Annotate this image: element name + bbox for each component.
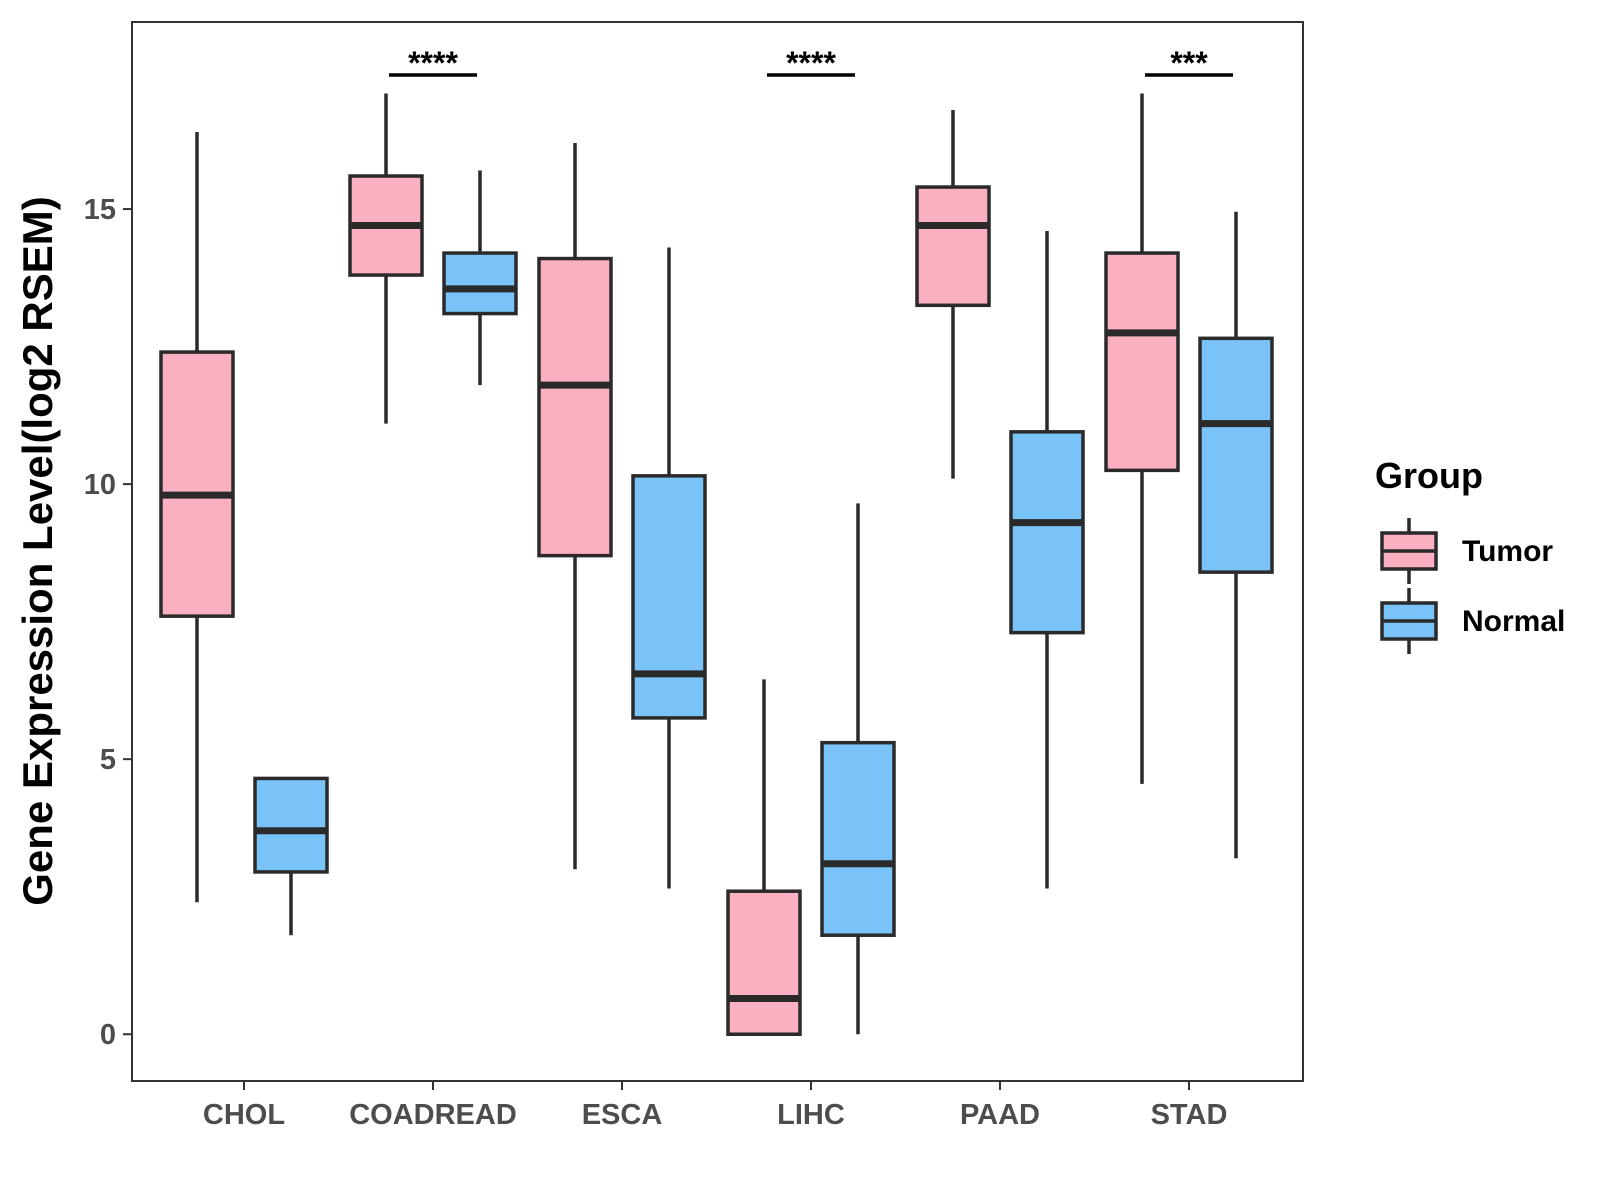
- y-tick-label: 0: [100, 1019, 116, 1051]
- box-coadread-tumor: [348, 93, 424, 424]
- legend-label: Tumor: [1462, 535, 1553, 568]
- x-tick-label: PAAD: [960, 1099, 1040, 1131]
- box-body: [253, 776, 329, 874]
- box-lihc-normal: [820, 503, 896, 1035]
- box-body: [159, 350, 235, 618]
- box-paad-normal: [1009, 231, 1085, 889]
- legend-entry-tumor: Tumor: [1380, 518, 1553, 584]
- significance-label: ***: [1170, 45, 1208, 81]
- box-body: [820, 740, 896, 937]
- legend: Group Tumor Normal: [1375, 455, 1565, 654]
- box-body: [537, 256, 613, 558]
- box-stad-normal: [1198, 211, 1274, 859]
- box-coadread-normal: [442, 170, 518, 386]
- y-tick-label: 5: [100, 744, 116, 776]
- box-esca-normal: [631, 247, 707, 889]
- x-tick-label: STAD: [1151, 1099, 1228, 1131]
- significance-lihc: ****: [767, 45, 855, 81]
- y-axis: 0 5 10 15: [84, 194, 132, 1051]
- x-tick-label: COADREAD: [349, 1099, 517, 1131]
- box-body: [726, 889, 802, 1036]
- box-paad-tumor: [915, 110, 991, 479]
- box-chol-normal: [253, 776, 329, 936]
- x-tick-label: LIHC: [777, 1099, 845, 1131]
- box-stad-tumor: [1104, 93, 1180, 784]
- legend-entry-normal: Normal: [1380, 588, 1565, 654]
- x-axis: CHOL COADREAD ESCA LIHC PAAD STAD: [203, 1081, 1227, 1131]
- box-lihc-tumor: [726, 679, 802, 1036]
- legend-label: Normal: [1462, 605, 1565, 638]
- box-body: [442, 251, 518, 316]
- panel-border: [131, 21, 1304, 1082]
- significance-coadread: ****: [389, 45, 477, 81]
- series-tumor: [159, 93, 1180, 1036]
- y-axis-title: Gene Expression Level(log2 RSEM): [14, 196, 61, 906]
- significance-stad: ***: [1145, 45, 1233, 81]
- box-body: [915, 185, 991, 308]
- x-tick-label: CHOL: [203, 1099, 285, 1131]
- y-tick-label: 15: [84, 194, 116, 226]
- y-tick-label: 10: [84, 469, 116, 501]
- box-chol-tumor: [159, 132, 235, 903]
- box-body: [631, 474, 707, 720]
- plot-area: **** **** ***: [159, 45, 1274, 1036]
- legend-title: Group: [1375, 455, 1483, 496]
- x-tick-label: ESCA: [582, 1099, 663, 1131]
- box-body: [1104, 251, 1180, 473]
- significance-label: ****: [786, 45, 836, 81]
- box-body: [1198, 336, 1274, 574]
- box-esca-tumor: [537, 143, 613, 870]
- series-normal: [253, 170, 1274, 1035]
- box-body: [1009, 430, 1085, 635]
- significance-label: ****: [408, 45, 458, 81]
